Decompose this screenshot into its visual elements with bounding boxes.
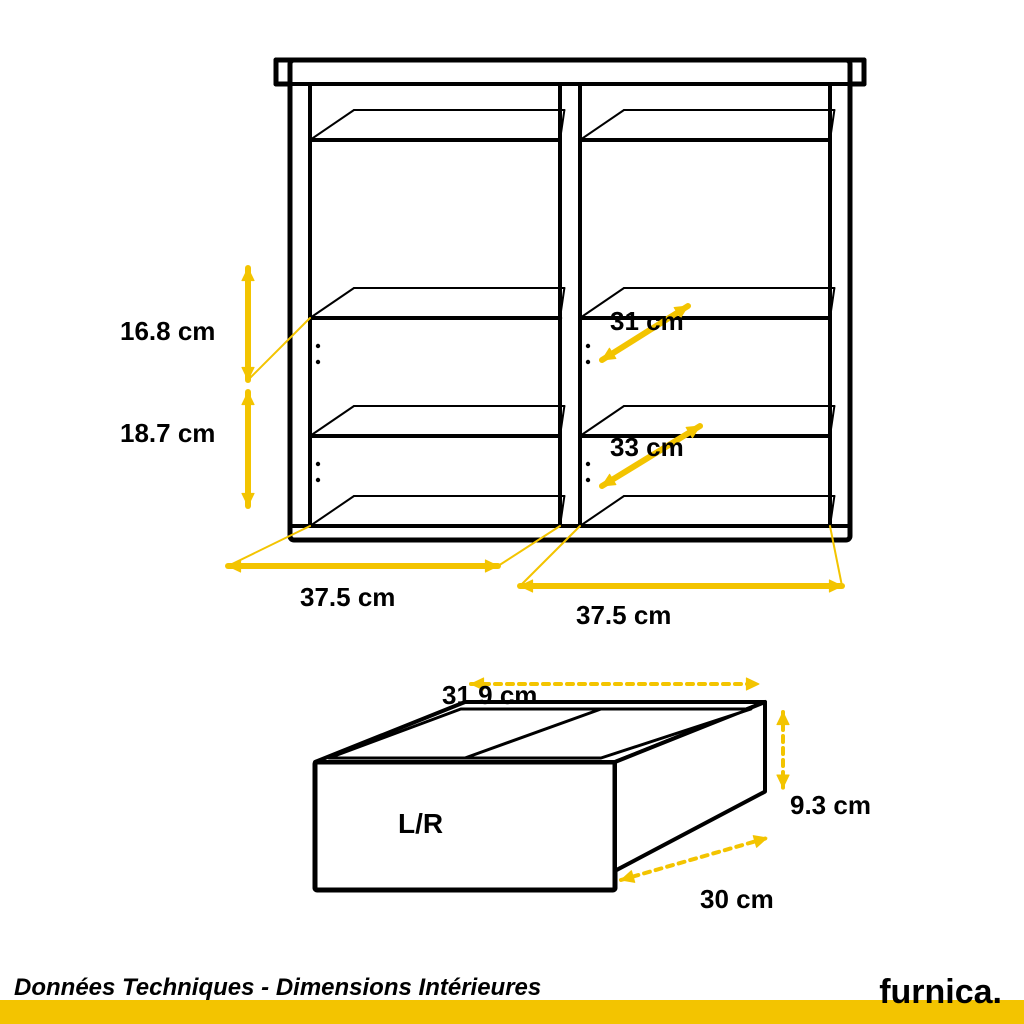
diagram-svg	[0, 0, 1024, 1024]
label-height-upper: 16.8 cm	[120, 316, 215, 347]
diagram-stage: 16.8 cm 18.7 cm 37.5 cm 37.5 cm 31 cm 33…	[0, 0, 1024, 1024]
label-drawer-depth: 30 cm	[700, 884, 774, 915]
label-drawer-height: 9.3 cm	[790, 790, 871, 821]
label-drawer-width: 31.9 cm	[442, 680, 537, 711]
label-drawer-lr: L/R	[398, 808, 443, 840]
label-depth-upper: 31 cm	[610, 306, 684, 337]
footer-accent-bar	[0, 1000, 1024, 1024]
label-width-right: 37.5 cm	[576, 600, 671, 631]
label-depth-lower: 33 cm	[610, 432, 684, 463]
brand-logo: furnica.	[879, 973, 1002, 1012]
footer: Données Techniques - Dimensions Intérieu…	[0, 976, 1024, 1024]
label-width-left: 37.5 cm	[300, 582, 395, 613]
footer-title: Données Techniques - Dimensions Intérieu…	[14, 974, 541, 1002]
label-height-lower: 18.7 cm	[120, 418, 215, 449]
